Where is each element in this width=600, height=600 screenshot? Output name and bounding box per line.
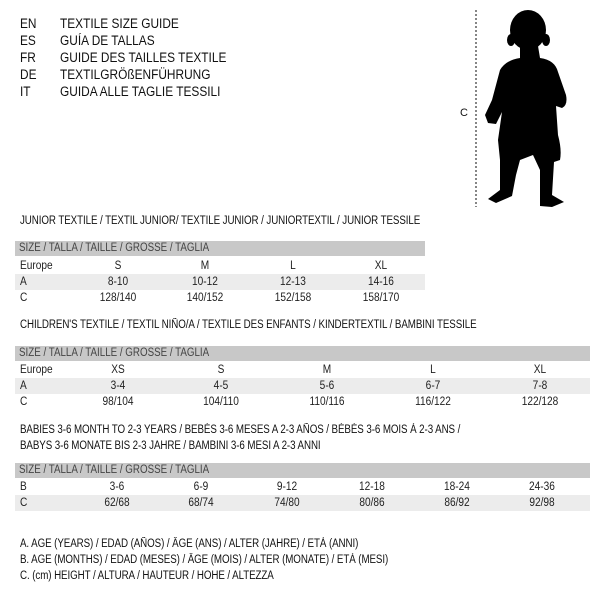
lang-code-fr: FR <box>20 50 36 65</box>
size-header-band: SIZE / TALLA / TAILLE / GRÖSSE / TAGLIA <box>15 346 590 361</box>
cell: 3-6 <box>109 481 125 493</box>
cell: XL <box>533 364 547 376</box>
lang-title-de: TEXTILGRÖßENFÜHRUNG <box>60 67 211 82</box>
cell: XL <box>374 260 388 272</box>
size-header: SIZE / TALLA / TAILLE / GRÖSSE / TAGLIA <box>19 464 210 476</box>
table-row: C 62/68 68/74 74/80 80/86 86/92 92/98 <box>15 495 590 511</box>
row-label: Europe <box>20 260 53 272</box>
row-label: A <box>20 380 27 392</box>
cell: 18-24 <box>444 481 470 493</box>
cell: 8-10 <box>107 276 129 288</box>
cell: 62/68 <box>104 497 130 509</box>
junior-heading: JUNIOR TEXTILE / TEXTIL JUNIOR/ TEXTILE … <box>20 215 421 227</box>
child-silhouette-icon <box>475 10 567 207</box>
table-row: A 8-10 10-12 12-13 14-16 <box>15 274 425 290</box>
size-header: SIZE / TALLA / TAILLE / GRÖSSE / TAGLIA <box>19 347 210 359</box>
cell: 110/116 <box>309 396 345 408</box>
cell: 14-16 <box>368 276 394 288</box>
cell: 116/122 <box>415 396 451 408</box>
legend-a: A. AGE (YEARS) / EDAD (AÑOS) / ÂGE (ANS)… <box>20 538 359 550</box>
cell: 68/74 <box>188 497 214 509</box>
size-header-band: SIZE / TALLA / TAILLE / GRÖSSE / TAGLIA <box>15 241 425 256</box>
babies-heading-line1: BABIES 3-6 MONTH TO 2-3 YEARS / BEBÉS 3-… <box>20 424 461 436</box>
cell: 152/158 <box>274 292 312 304</box>
lang-code-it: IT <box>20 84 31 99</box>
babies-heading-line2: BABYS 3-6 MONATE BIS 2-3 JAHRE / BAMBINI… <box>20 440 321 452</box>
cell: 7-8 <box>532 380 548 392</box>
row-label: A <box>20 276 27 288</box>
cell: 80/86 <box>359 497 385 509</box>
table-row: Europe S M L XL <box>15 258 425 274</box>
cell: 128/140 <box>99 292 137 304</box>
cell: S <box>217 364 225 376</box>
children-heading: CHILDREN'S TEXTILE / TEXTIL NIÑO/A / TEX… <box>20 319 477 331</box>
cell: 74/80 <box>274 497 300 509</box>
cell: 6-9 <box>193 481 209 493</box>
cell: 24-36 <box>529 481 555 493</box>
cell: 5-6 <box>319 380 335 392</box>
cell: 86/92 <box>444 497 470 509</box>
lang-code-de: DE <box>20 67 37 82</box>
cell: M <box>200 260 210 272</box>
row-label: B <box>20 481 27 493</box>
lang-title-es: GUÍA DE TALLAS <box>60 33 155 48</box>
cell: 12-18 <box>359 481 385 493</box>
cell: 104/110 <box>203 396 239 408</box>
row-label: C <box>20 292 28 304</box>
size-header-band: SIZE / TALLA / TAILLE / GRÖSSE / TAGLIA <box>15 463 590 478</box>
cell: 3-4 <box>110 380 126 392</box>
table-row: C 98/104 104/110 110/116 116/122 122/128 <box>15 394 590 410</box>
row-label: C <box>20 497 28 509</box>
cell: S <box>114 260 122 272</box>
cell: 140/152 <box>186 292 224 304</box>
cell: 122/128 <box>521 396 559 408</box>
table-row: Europe XS S M L XL <box>15 362 590 378</box>
lang-title-it: GUIDA ALLE TAGLIE TESSILI <box>60 84 221 99</box>
height-measure-label: C <box>460 107 468 119</box>
row-label: C <box>20 396 28 408</box>
cell: 158/170 <box>362 292 400 304</box>
row-label: Europe <box>20 364 53 376</box>
cell: 92/98 <box>529 497 555 509</box>
cell: 12-13 <box>280 276 306 288</box>
table-row: C 128/140 140/152 152/158 158/170 <box>15 290 425 306</box>
size-header: SIZE / TALLA / TAILLE / GRÖSSE / TAGLIA <box>19 242 210 254</box>
table-row: A 3-4 4-5 5-6 6-7 7-8 <box>15 378 590 394</box>
lang-title-fr: GUIDE DES TAILLES TEXTILE <box>60 50 227 65</box>
lang-code-en: EN <box>20 16 37 31</box>
cell: XS <box>111 364 125 376</box>
cell: L <box>430 364 436 376</box>
cell: 9-12 <box>276 481 298 493</box>
cell: 10-12 <box>192 276 218 288</box>
cell: 4-5 <box>213 380 229 392</box>
cell: 98/104 <box>102 396 134 408</box>
legend-b: B. AGE (MONTHS) / EDAD (MESES) / ÂGE (MO… <box>20 554 389 566</box>
table-row: B 3-6 6-9 9-12 12-18 18-24 24-36 <box>15 479 590 495</box>
lang-title-en: TEXTILE SIZE GUIDE <box>60 16 179 31</box>
cell: M <box>322 364 332 376</box>
cell: L <box>290 260 296 272</box>
legend-c: C. (cm) HEIGHT / ALTURA / HAUTEUR / HÖHE… <box>20 570 274 582</box>
lang-code-es: ES <box>20 33 36 48</box>
cell: 6-7 <box>425 380 441 392</box>
